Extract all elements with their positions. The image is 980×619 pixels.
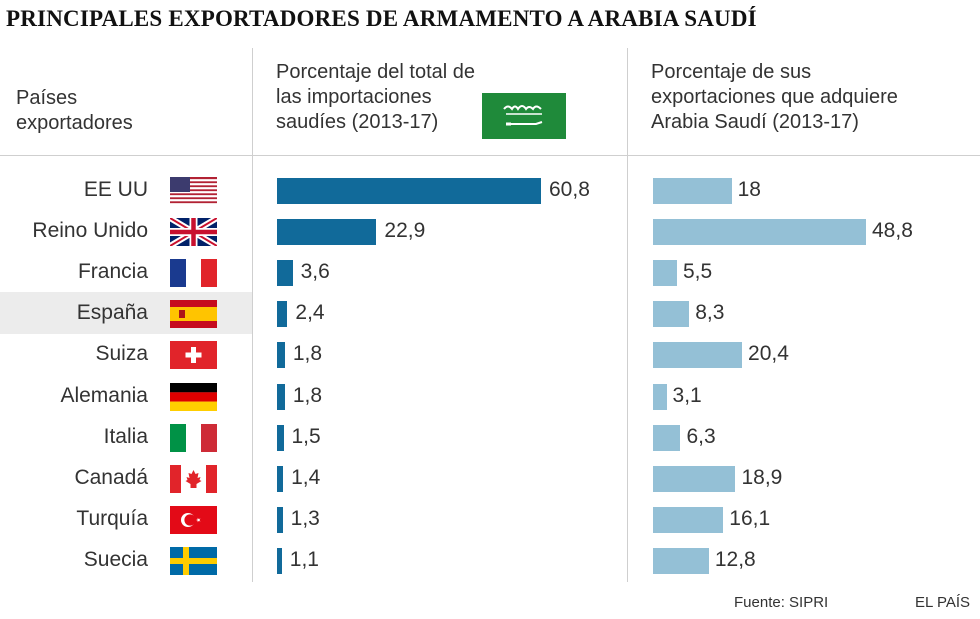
- export-share-label-turquía: 16,1: [729, 506, 771, 530]
- export-share-label-italia: 6,3: [686, 424, 716, 448]
- export-share-label-suecia: 12,8: [714, 547, 756, 571]
- import-share-bar-francia: [277, 260, 293, 287]
- france-flag-icon: [170, 259, 217, 288]
- import-share-bar-suiza: [277, 342, 285, 369]
- import-share-label-reino-unido: 22,9: [384, 219, 426, 243]
- export-share-bar-francia: [653, 260, 677, 287]
- export-share-bar-turquía: [653, 506, 724, 533]
- country-label-suecia: Suecia: [83, 547, 148, 571]
- export-share-bar-ee-uu: [653, 178, 732, 204]
- export-share-label-españa: 8,3: [695, 301, 725, 325]
- import-share-label-turquía: 1,3: [290, 506, 320, 530]
- import-share-label-alemania: 1,8: [292, 383, 323, 407]
- export-share-bar-canadá: [653, 465, 736, 492]
- import-share-label-suecia: 1,1: [289, 547, 319, 571]
- canada-flag-icon: [170, 464, 217, 493]
- import-share-bar-reino-unido: [277, 219, 377, 246]
- import-share-label-francia: 3,6: [300, 260, 330, 284]
- import-share-label-suiza: 1,8: [292, 342, 323, 366]
- export-share-bar-suiza: [653, 342, 743, 369]
- export-share-bar-españa: [653, 301, 690, 328]
- germany-flag-icon: [170, 382, 217, 411]
- country-label-canadá: Canadá: [74, 465, 148, 489]
- export-share-label-reino-unido: 48,8: [872, 219, 913, 243]
- export-share-label-alemania: 3,1: [672, 383, 702, 407]
- italy-flag-icon: [170, 423, 217, 452]
- turkey-flag-icon: [170, 505, 217, 534]
- import-share-bar-alemania: [277, 383, 285, 410]
- country-label-francia: Francia: [77, 260, 148, 284]
- export-share-bar-suecia: [653, 547, 709, 574]
- sweden-flag-icon: [170, 546, 217, 575]
- export-share-bar-alemania: [653, 383, 667, 410]
- export-share-label-ee-uu: 18: [737, 178, 761, 201]
- switzerland-flag-icon: [170, 341, 217, 370]
- export-share-bar-reino-unido: [653, 219, 866, 246]
- saudi-flag-icon: [482, 93, 566, 139]
- export-share-bar-italia: [653, 424, 681, 451]
- import-share-bar-españa: [277, 301, 288, 328]
- import-share-bar-italia: [277, 424, 284, 451]
- import-share-label-ee-uu: 60,8: [549, 178, 590, 201]
- source-label: Fuente: SIPRI: [734, 594, 829, 611]
- col2-header: Porcentaje de sus exportaciones que adqu…: [651, 61, 898, 133]
- import-share-bar-canadá: [277, 465, 284, 492]
- column-divider-2: [627, 48, 628, 582]
- export-share-label-canadá: 18,9: [741, 465, 783, 489]
- country-label-turquía: Turquía: [76, 506, 148, 530]
- usa-flag-icon: [170, 177, 217, 205]
- countries-header: Países exportadores: [16, 87, 133, 134]
- country-label-italia: Italia: [103, 424, 148, 448]
- import-share-label-españa: 2,4: [295, 301, 325, 325]
- country-label-alemania: Alemania: [60, 383, 148, 407]
- import-share-bar-ee-uu: [277, 178, 541, 204]
- column-divider-1: [252, 48, 253, 582]
- col1-header: Porcentaje del total de las importacione…: [276, 61, 476, 133]
- spain-flag-icon: [170, 300, 217, 329]
- import-share-label-italia: 1,5: [291, 424, 321, 448]
- export-share-label-suiza: 20,4: [748, 342, 789, 366]
- country-label-reino-unido: Reino Unido: [32, 219, 148, 243]
- import-share-bar-suecia: [277, 547, 282, 574]
- country-label-españa: España: [76, 301, 148, 325]
- uk-flag-icon: [170, 218, 217, 247]
- country-label-suiza: Suiza: [95, 342, 148, 366]
- import-share-label-canadá: 1,4: [291, 465, 321, 489]
- country-label-ee-uu: EE UU: [83, 178, 148, 201]
- brand-label: EL PAÍS: [915, 594, 971, 611]
- header-divider: [0, 155, 980, 156]
- export-share-label-francia: 5,5: [683, 260, 713, 284]
- import-share-bar-turquía: [277, 506, 283, 533]
- chart-title: PRINCIPALES EXPORTADORES DE ARMAMENTO A …: [6, 6, 757, 31]
